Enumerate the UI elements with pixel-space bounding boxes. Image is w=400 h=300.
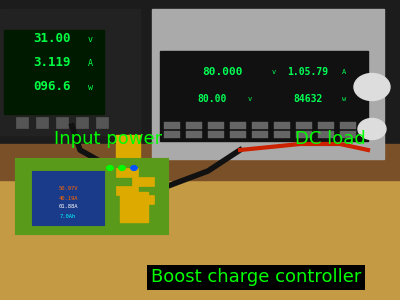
Bar (0, 0, 400, 174)
Bar (132, 177, 154, 186)
Bar (76, 117, 88, 128)
Bar (252, 130, 268, 138)
Bar (340, 130, 356, 138)
Bar (4, 30, 104, 114)
Bar (36, 117, 48, 128)
Text: 7.0Ah: 7.0Ah (60, 214, 76, 218)
Bar (0, 165, 400, 300)
Text: A: A (342, 69, 346, 75)
Bar (318, 122, 334, 129)
Text: v: v (88, 34, 93, 43)
Bar (132, 195, 154, 204)
Text: w: w (88, 82, 93, 91)
Circle shape (358, 118, 386, 140)
Bar (0, 144, 400, 180)
Bar (208, 130, 224, 138)
Bar (16, 159, 168, 234)
Bar (116, 168, 138, 177)
Text: 096.6: 096.6 (33, 80, 71, 94)
Bar (274, 130, 290, 138)
Bar (0, 9, 140, 135)
Bar (252, 122, 268, 129)
Bar (274, 122, 290, 129)
Text: Boost charge controller: Boost charge controller (151, 268, 361, 286)
Circle shape (354, 74, 390, 100)
Text: 01.88A: 01.88A (58, 205, 78, 209)
Bar (164, 130, 180, 138)
Bar (208, 122, 224, 129)
Circle shape (119, 166, 125, 170)
Text: 3.119: 3.119 (33, 56, 71, 70)
Bar (152, 9, 384, 159)
Bar (340, 122, 356, 129)
Circle shape (131, 166, 137, 170)
Text: 84632: 84632 (293, 94, 323, 104)
Bar (296, 130, 312, 138)
Bar (160, 51, 368, 141)
Bar (116, 186, 138, 195)
Text: 80.000: 80.000 (202, 67, 242, 77)
Text: 80.00: 80.00 (197, 94, 227, 104)
Bar (116, 135, 140, 162)
Text: 31.00: 31.00 (33, 32, 71, 46)
Bar (96, 117, 108, 128)
Circle shape (107, 166, 113, 170)
Text: v: v (248, 96, 252, 102)
Text: w: w (342, 96, 346, 102)
Bar (296, 122, 312, 129)
Bar (16, 117, 28, 128)
Bar (56, 117, 68, 128)
Bar (230, 122, 246, 129)
Bar (230, 130, 246, 138)
Text: 1.05.79: 1.05.79 (288, 67, 328, 77)
Bar (120, 192, 148, 222)
Text: DC load: DC load (295, 130, 365, 148)
Text: A: A (88, 58, 93, 68)
Bar (186, 122, 202, 129)
Text: 40.19A: 40.19A (58, 196, 78, 200)
Bar (32, 171, 104, 225)
Text: 50.97V: 50.97V (58, 187, 78, 191)
Bar (186, 130, 202, 138)
Text: Input power: Input power (54, 130, 162, 148)
Bar (164, 122, 180, 129)
Bar (318, 130, 334, 138)
Text: v: v (272, 69, 276, 75)
